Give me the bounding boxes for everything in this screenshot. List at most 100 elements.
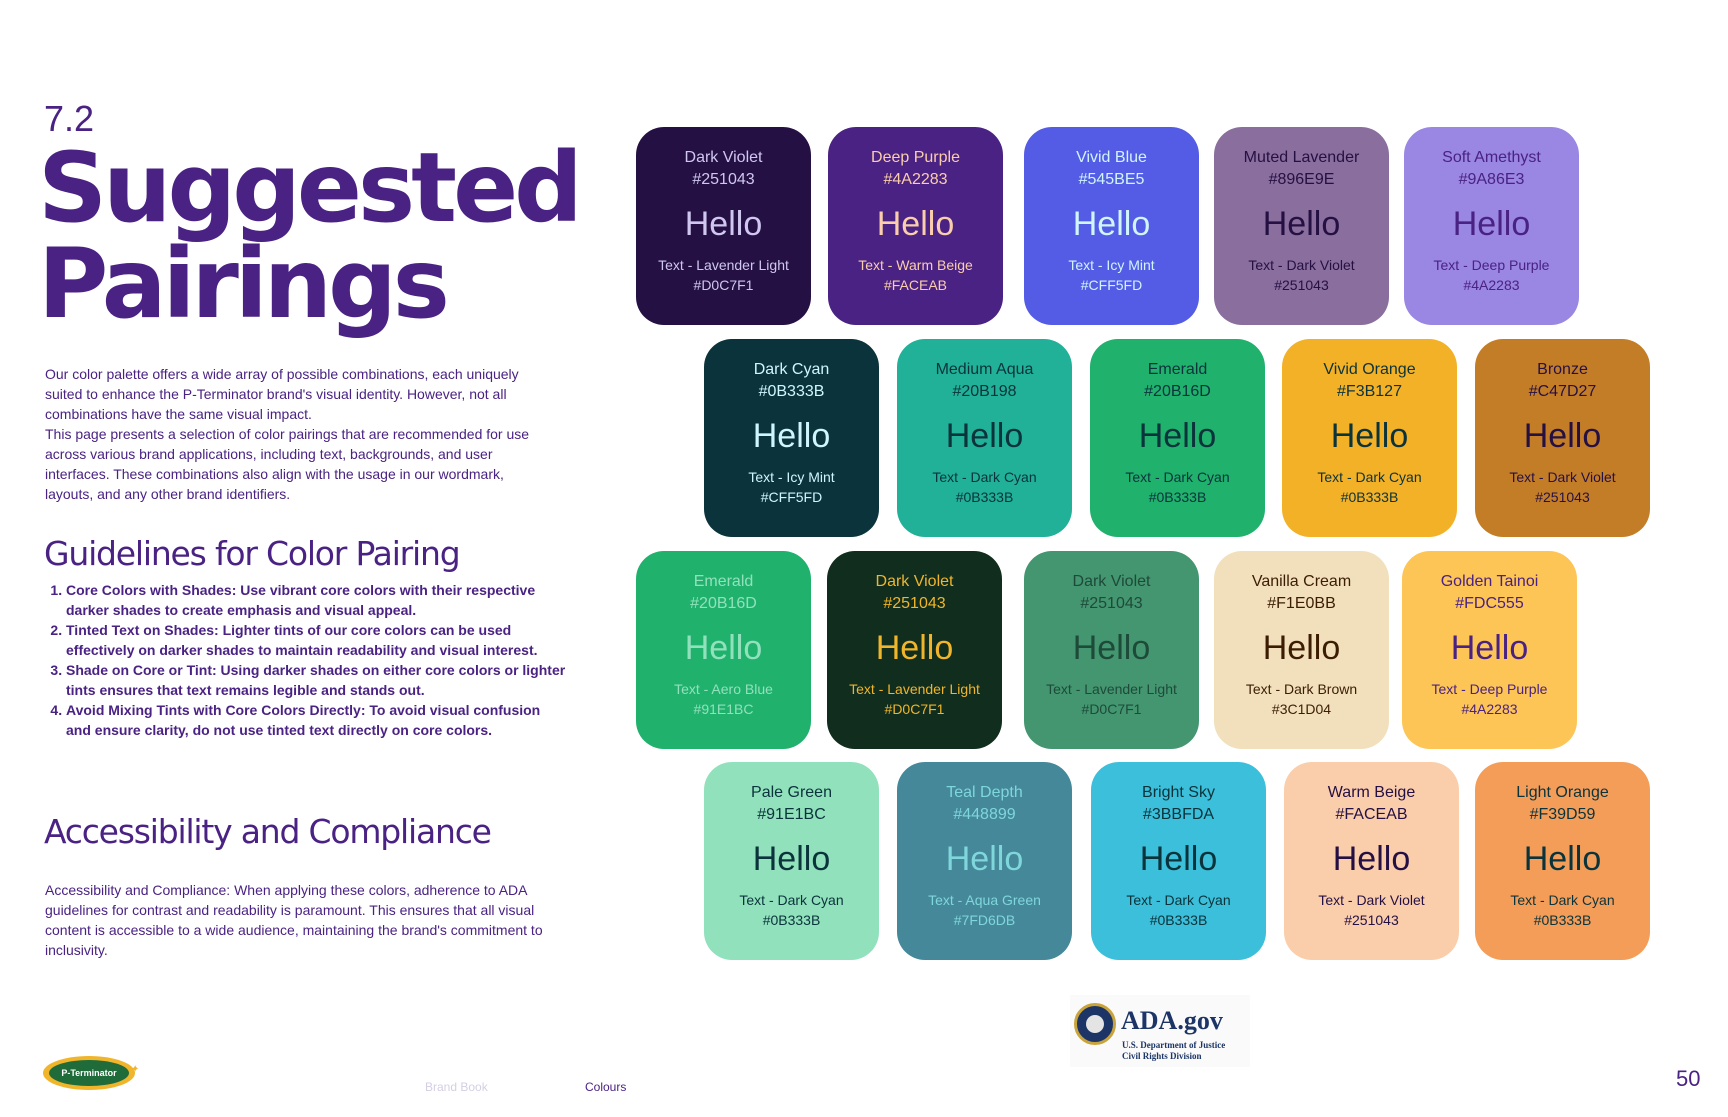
card-sample-text: Hello <box>1262 629 1341 667</box>
brand-logo-text: P-Terminator <box>49 1060 129 1086</box>
ada-logo-line1: U.S. Department of Justice <box>1122 1040 1226 1050</box>
card-color-name: Vivid Orange <box>1323 361 1416 378</box>
card-sample-text: Hello <box>945 417 1024 455</box>
card-color-name: Dark Violet <box>684 149 763 166</box>
card-color-hex: #0B333B <box>758 383 825 400</box>
card-text-color-name: Text - Dark Cyan <box>1510 892 1615 908</box>
intro-text: Our color palette offers a wide array of… <box>45 364 555 504</box>
color-card-emerald-aero: Emerald #20B16D Hello Text - Aero Blue #91E1… <box>636 551 811 749</box>
color-card-medium-aqua: Medium Aqua #20B198 Hello Text - Dark Cyan #… <box>897 339 1072 537</box>
guideline-item: Core Colors with Shades: Use vibrant cor… <box>66 580 566 620</box>
color-card-muted-lavender: Muted Lavender #896E9E Hello Text - Dark Vi… <box>1214 127 1389 325</box>
card-color-name: Emerald <box>1147 361 1208 378</box>
color-card-bronze: Bronze #C47D27 Hello Text - Dark Violet #251… <box>1475 339 1650 537</box>
color-card-dark-violet: Dark Violet #251043 Hello Text - Lavender L… <box>636 127 811 325</box>
card-color-name: Emerald <box>693 573 754 590</box>
intro-paragraph-1: Our color palette offers a wide array of… <box>45 366 519 422</box>
card-text-color-hex: #91E1BC <box>693 701 754 717</box>
card-text-color-hex: #251043 <box>1274 277 1329 293</box>
card-color-name: Teal Depth <box>946 784 1023 801</box>
color-card-vivid-orange: Vivid Orange #F3B127 Hello Text - Dark Cyan… <box>1282 339 1457 537</box>
card-text-color-name: Text - Dark Cyan <box>739 892 844 908</box>
card-text-color-name: Text - Dark Brown <box>1245 681 1358 697</box>
card-color-hex: #20B16D <box>1144 383 1211 400</box>
sparkle-icon: ✦ <box>131 1064 140 1075</box>
card-color-hex: #896E9E <box>1268 171 1335 188</box>
card-text-color-name: Text - Dark Violet <box>1318 892 1425 908</box>
card-color-hex: #F3B127 <box>1337 383 1402 400</box>
card-color-hex: #9A86E3 <box>1458 171 1525 188</box>
card-text-color-name: Text - Dark Violet <box>1509 469 1616 485</box>
card-text-color-name: Text - Dark Cyan <box>1126 892 1231 908</box>
card-color-name: Soft Amethyst <box>1442 149 1541 166</box>
ada-logo-name: ADA.gov <box>1121 1006 1223 1035</box>
guideline-item: Shade on Core or Tint: Using darker shad… <box>66 660 566 700</box>
card-text-color-hex: #3C1D04 <box>1271 701 1332 717</box>
card-color-hex: #251043 <box>692 171 755 188</box>
intro-paragraph-2: This page presents a selection of color … <box>45 426 530 502</box>
card-sample-text: Hello <box>1072 205 1151 243</box>
card-text-color-hex: #CFF5FD <box>1080 277 1143 293</box>
guidelines-list: Core Colors with Shades: Use vibrant cor… <box>46 580 566 740</box>
color-card-soft-amethyst: Soft Amethyst #9A86E3 Hello Text - Deep Pur… <box>1404 127 1579 325</box>
doj-seal-center <box>1086 1015 1104 1033</box>
card-sample-text: Hello <box>1523 417 1602 455</box>
card-color-name: Vanilla Cream <box>1251 573 1352 590</box>
footer-brand-book: Brand Book <box>425 1080 488 1094</box>
card-text-color-hex: #D0C7F1 <box>693 277 754 293</box>
card-color-name: Warm Beige <box>1327 784 1416 801</box>
card-text-color-name: Text - Lavender Light <box>849 681 980 697</box>
guideline-item: Tinted Text on Shades: Lighter tints of … <box>66 620 566 660</box>
color-card-teal-depth: Teal Depth #448899 Hello Text - Aqua Green #… <box>897 762 1072 960</box>
card-text-color-hex: #0B333B <box>955 489 1014 505</box>
card-sample-text: Hello <box>1332 840 1411 878</box>
card-text-color-hex: #D0C7F1 <box>884 701 945 717</box>
card-text-color-name: Text - Aqua Green <box>928 892 1041 908</box>
card-color-hex: #251043 <box>883 595 946 612</box>
card-sample-text: Hello <box>1330 417 1409 455</box>
card-text-color-hex: #4A2283 <box>1461 701 1518 717</box>
card-color-hex: #20B198 <box>952 383 1017 400</box>
card-sample-text: Hello <box>1139 840 1218 878</box>
card-text-color-name: Text - Lavender Light <box>658 257 789 273</box>
card-sample-text: Hello <box>1072 629 1151 667</box>
card-text-color-name: Text - Lavender Light <box>1046 681 1177 697</box>
card-text-color-hex: #251043 <box>1344 912 1399 928</box>
color-card-light-orange: Light Orange #F39D59 Hello Text - Dark Cyan… <box>1475 762 1650 960</box>
color-card-emerald: Emerald #20B16D Hello Text - Dark Cyan #0B33… <box>1090 339 1265 537</box>
card-color-name: Medium Aqua <box>935 361 1034 378</box>
card-color-name: Dark Violet <box>875 573 954 590</box>
ada-logo-line2: Civil Rights Division <box>1122 1051 1202 1061</box>
card-text-color-name: Text - Dark Cyan <box>1125 469 1230 485</box>
color-card-golden-tainoi: Golden Tainoi #FDC555 Hello Text - Deep Pur… <box>1402 551 1577 749</box>
card-color-hex: #251043 <box>1080 595 1143 612</box>
color-card-dark-cyan: Dark Cyan #0B333B Hello Text - Icy Mint #CFF… <box>704 339 879 537</box>
card-color-hex: #4A2283 <box>883 171 948 188</box>
card-color-hex: #C47D27 <box>1528 383 1597 400</box>
color-card-vivid-blue: Vivid Blue #545BE5 Hello Text - Icy Mint #CF… <box>1024 127 1199 325</box>
card-sample-text: Hello <box>1452 205 1531 243</box>
card-text-color-hex: #CFF5FD <box>760 489 823 505</box>
section-number: 7.2 <box>44 98 95 139</box>
card-color-hex: #FDC555 <box>1455 595 1524 612</box>
card-text-color-hex: #FACEAB <box>883 277 948 293</box>
card-text-color-name: Text - Deep Purple <box>1433 257 1550 273</box>
card-text-color-name: Text - Aero Blue <box>674 681 773 697</box>
card-color-hex: #F39D59 <box>1529 806 1596 823</box>
card-color-name: Dark Cyan <box>753 361 830 378</box>
card-color-hex: #20B16D <box>690 595 757 612</box>
card-color-hex: #F1E0BB <box>1267 595 1336 612</box>
card-color-hex: #91E1BC <box>757 806 826 823</box>
card-text-color-hex: #0B333B <box>1149 912 1208 928</box>
card-text-color-hex: #D0C7F1 <box>1081 701 1142 717</box>
card-text-color-name: Text - Icy Mint <box>1068 257 1155 273</box>
color-card-vanilla-cream: Vanilla Cream #F1E0BB Hello Text - Dark Bro… <box>1214 551 1389 749</box>
card-color-name: Pale Green <box>751 784 832 801</box>
card-text-color-hex: #4A2283 <box>1463 277 1520 293</box>
accessibility-heading: Accessibility and Compliance <box>44 812 492 851</box>
card-sample-text: Hello <box>875 629 954 667</box>
card-color-name: Light Orange <box>1516 784 1609 801</box>
footer-section-name: Colours <box>585 1080 627 1094</box>
card-text-color-name: Text - Dark Cyan <box>932 469 1037 485</box>
card-color-name: Golden Tainoi <box>1440 573 1539 590</box>
